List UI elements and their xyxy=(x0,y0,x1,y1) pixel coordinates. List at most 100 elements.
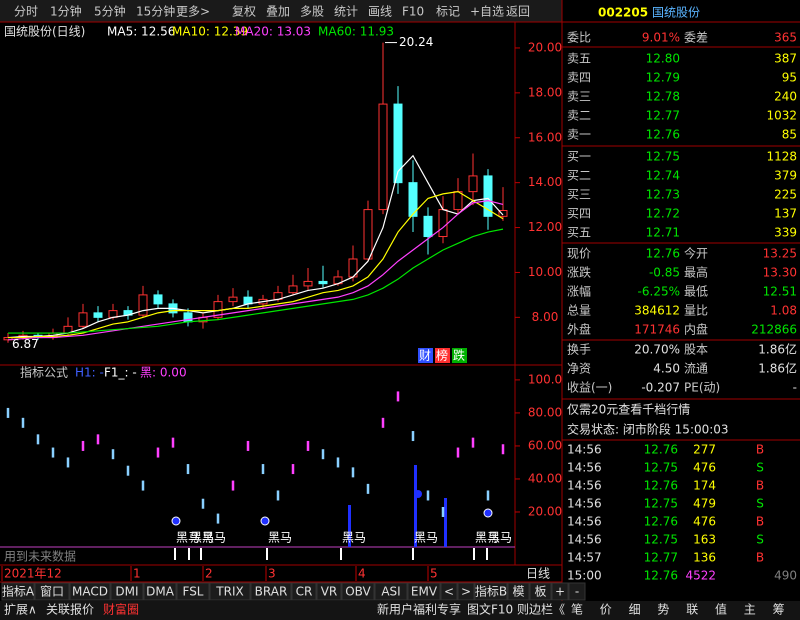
fund-value: -0.207 xyxy=(641,381,680,395)
fund-value: 1.86亿 xyxy=(758,361,797,376)
tick-volume: 136 xyxy=(693,551,716,565)
toolbar-button[interactable]: 叠加 xyxy=(266,5,290,19)
tab-label[interactable]: 板 xyxy=(534,585,546,599)
tab[interactable] xyxy=(374,582,408,601)
tab-label[interactable]: DMA xyxy=(146,585,175,599)
tick-time: 14:56 xyxy=(567,443,602,457)
toolbar-button[interactable]: +自选 xyxy=(470,5,504,19)
tab-label[interactable]: TRIX xyxy=(215,585,243,599)
tab[interactable] xyxy=(69,582,111,601)
tab-label[interactable]: EMV xyxy=(411,585,438,599)
badge[interactable] xyxy=(418,348,433,363)
tab[interactable] xyxy=(291,582,317,601)
toolbar-button[interactable]: F10 xyxy=(402,5,424,19)
tick-time: 14:56 xyxy=(567,497,602,511)
tick-volume: 479 xyxy=(693,497,716,511)
tab-label[interactable]: ASI xyxy=(381,585,400,599)
badge[interactable] xyxy=(452,348,467,363)
footer-item[interactable]: 图文F10 xyxy=(467,602,513,617)
tab-label[interactable]: VR xyxy=(321,585,338,599)
badge[interactable] xyxy=(435,348,450,363)
stat-label: 涨幅 xyxy=(567,284,591,299)
footer-item[interactable]: 扩展∧ xyxy=(4,603,37,617)
tab-label[interactable]: - xyxy=(575,585,579,599)
footer-item[interactable]: 财富圈 xyxy=(103,602,139,617)
book-label: 买三 xyxy=(567,188,591,202)
badge-label[interactable]: 跌 xyxy=(453,348,465,363)
tab[interactable] xyxy=(316,582,342,601)
tab[interactable] xyxy=(250,582,292,601)
y-tick-label: 18.00 xyxy=(528,85,562,99)
tab-label[interactable]: BRAR xyxy=(255,585,288,599)
tab-label[interactable]: 窗口 xyxy=(40,585,64,599)
bar-decor xyxy=(414,465,417,547)
tick-side: S xyxy=(756,461,764,475)
tab[interactable] xyxy=(1,582,35,601)
tab-label[interactable]: 指标B xyxy=(475,584,507,599)
tab-label[interactable]: 模 xyxy=(512,585,524,599)
status: 交易状态: 闭市阶段 15:00:03 xyxy=(567,422,729,437)
side-tab[interactable]: 联 xyxy=(686,603,698,617)
side-tab[interactable]: 细 xyxy=(629,603,641,617)
tab[interactable] xyxy=(551,582,569,601)
candle-body xyxy=(288,285,298,294)
toolbar-button[interactable]: 统计 xyxy=(334,5,358,19)
tab[interactable] xyxy=(474,582,508,601)
tab-label[interactable]: > xyxy=(461,585,471,599)
book-volume: 1128 xyxy=(766,150,797,164)
side-tab[interactable]: 值 xyxy=(715,602,727,617)
side-tab[interactable]: 势 xyxy=(657,603,669,617)
tab[interactable] xyxy=(568,582,586,601)
tab-label[interactable]: 指标A xyxy=(2,584,35,599)
toolbar-button[interactable]: 分时 xyxy=(14,5,38,19)
footer-item[interactable]: 新用户福利专享 xyxy=(377,602,461,617)
tab-label[interactable]: < xyxy=(444,585,454,599)
promo[interactable]: 仅需20元查看千档行情 xyxy=(567,403,690,417)
bar-decor xyxy=(444,498,447,547)
tab[interactable] xyxy=(110,582,144,601)
tab-label[interactable]: FSL xyxy=(183,585,204,599)
tick-time: 14:56 xyxy=(567,461,602,475)
side-tab[interactable]: 价 xyxy=(600,603,612,617)
badge-label[interactable]: 财 xyxy=(419,349,431,363)
tab[interactable] xyxy=(457,582,475,601)
side-tab[interactable]: 主 xyxy=(744,603,756,617)
toolbar-button[interactable]: 复权 xyxy=(232,5,256,19)
tab-label[interactable]: MACD xyxy=(72,585,108,599)
badge-label[interactable]: 榜 xyxy=(436,348,448,363)
toolbar-button[interactable]: 1分钟 xyxy=(50,4,82,19)
stat-label: 涨跌 xyxy=(567,265,591,280)
side-tab[interactable]: 笔 xyxy=(571,602,583,617)
tab-label[interactable]: DMI xyxy=(115,585,138,599)
toolbar-button[interactable]: 标记 xyxy=(436,5,460,19)
tick-price: 12.75 xyxy=(644,533,678,547)
tab-label[interactable]: OBV xyxy=(345,585,371,599)
tab-label[interactable]: CR xyxy=(296,585,313,599)
tab[interactable] xyxy=(34,582,70,601)
tick-price: 12.77 xyxy=(644,551,678,565)
toolbar-button[interactable]: 多股 xyxy=(300,5,324,19)
footer-item[interactable]: 则边栏《 xyxy=(517,602,565,617)
footer-item[interactable]: 关联报价 xyxy=(46,602,94,617)
tab[interactable] xyxy=(341,582,375,601)
y-tick-label: 10.00 xyxy=(528,265,562,279)
toolbar-button[interactable]: 更多> xyxy=(176,5,210,19)
tab[interactable] xyxy=(407,582,441,601)
tab[interactable] xyxy=(440,582,458,601)
toolbar-button[interactable]: 返回 xyxy=(506,5,530,19)
tab[interactable] xyxy=(176,582,210,601)
tab[interactable] xyxy=(143,582,177,601)
tab[interactable] xyxy=(507,582,530,601)
toolbar-button[interactable]: 5分钟 xyxy=(94,4,126,19)
signal-bar xyxy=(412,548,414,560)
tab-label[interactable]: + xyxy=(555,585,565,599)
tab[interactable] xyxy=(209,582,251,601)
side-tab[interactable]: 筹 xyxy=(773,603,785,617)
period-label[interactable]: 日线 xyxy=(526,567,550,581)
toolbar-button[interactable]: 15分钟 xyxy=(136,4,175,19)
stat-value: 12.51 xyxy=(763,285,797,299)
book-label: 买五 xyxy=(567,226,591,240)
fund-label: 换手 xyxy=(567,343,591,357)
tab[interactable] xyxy=(529,582,552,601)
toolbar-button[interactable]: 画线 xyxy=(368,5,392,19)
